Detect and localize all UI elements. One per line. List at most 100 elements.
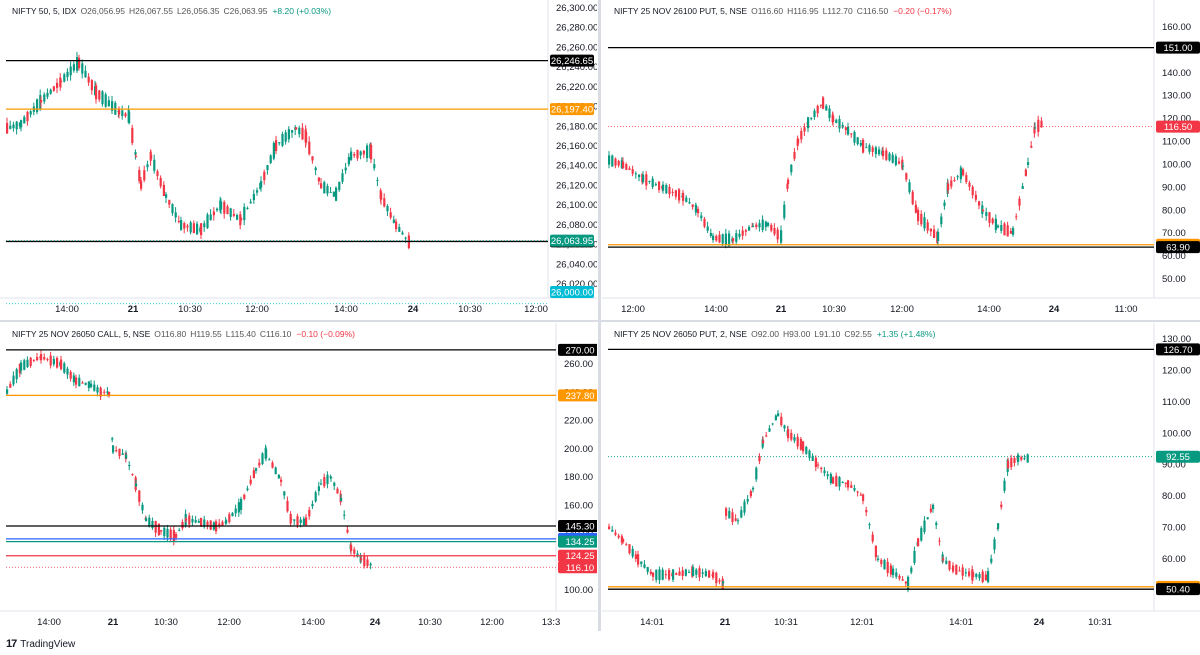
- candle-body: [700, 215, 703, 219]
- candle-body: [640, 561, 643, 565]
- last-price-badge: [550, 234, 594, 247]
- candle-body: [333, 482, 336, 486]
- candle-body: [302, 518, 305, 525]
- symbol-title[interactable]: NIFTY 25 NOV 26100 PUT, 5, NSE: [614, 6, 748, 16]
- chart-panel-26050-put[interactable]: 130.00 120.00 110.00 100.00 90.00 80.00 70.00 6…: [602, 323, 1200, 631]
- candle-body: [614, 532, 617, 535]
- candle-body: [370, 144, 373, 160]
- candle-body: [151, 520, 154, 528]
- candle-body: [298, 127, 301, 135]
- candle-body: [240, 498, 243, 510]
- candle-body: [168, 200, 171, 205]
- candle-body: [665, 185, 668, 194]
- tradingview-logo[interactable]: 17 TradingView: [6, 638, 75, 650]
- candle-body: [871, 534, 874, 542]
- candle-body: [150, 154, 153, 160]
- candle-body: [802, 441, 805, 452]
- candle-body: [200, 223, 203, 236]
- symbol-title[interactable]: NIFTY 25 NOV 26050 CALL, 5, NSE: [12, 329, 151, 339]
- candle-body: [838, 477, 841, 487]
- last-price-label: 26,063.95: [551, 236, 593, 247]
- candle-body: [712, 235, 715, 240]
- candle-body: [283, 491, 286, 496]
- candle-body: [877, 558, 880, 560]
- candle-body: [320, 483, 323, 485]
- price-axis-tick: 70.00: [1162, 523, 1186, 534]
- candle-body: [672, 569, 675, 580]
- price-axis-tick: 50.00: [1162, 274, 1186, 285]
- candle-body: [675, 573, 678, 576]
- chart-panel-nifty50[interactable]: 26,300.00 26,280.00 26,260.00 26,240.00 26,2…: [0, 0, 597, 319]
- candle-body: [6, 122, 9, 134]
- chart-canvas[interactable]: 26,300.0026,280.0026,260.0026,240.0026,2…: [0, 0, 597, 319]
- candle-body: [776, 229, 779, 240]
- candle-body: [236, 214, 239, 220]
- candle-body: [135, 483, 138, 486]
- candle-body: [197, 521, 200, 523]
- candle-body: [93, 384, 96, 391]
- candle-body: [871, 147, 874, 152]
- chart-canvas[interactable]: 260.00240.00220.00200.00180.00160.00140.…: [0, 323, 597, 631]
- candle-body: [1015, 216, 1018, 218]
- candle-body: [728, 510, 731, 519]
- candle-body: [695, 569, 698, 575]
- candle-body: [958, 570, 961, 572]
- candle-body: [87, 381, 90, 388]
- candle-body: [826, 474, 829, 477]
- candle-body: [913, 550, 916, 564]
- candle-body: [749, 491, 752, 497]
- candle-body: [223, 202, 226, 214]
- price-level-label: 134.25: [565, 537, 594, 548]
- time-axis-tick: 14:00: [334, 304, 358, 315]
- candle-body: [862, 494, 865, 501]
- candle-body: [212, 211, 215, 216]
- candle-body: [902, 165, 905, 167]
- candle-body: [625, 544, 628, 546]
- candle-body: [752, 225, 755, 227]
- chart-legend: NIFTY 25 NOV 26050 PUT, 2, NSE O92.00 H9…: [614, 329, 935, 339]
- candle-body: [825, 105, 828, 111]
- time-axis-tick: 14:00: [37, 617, 61, 628]
- candle-body: [859, 143, 862, 146]
- low-value: L26,056.35: [176, 6, 220, 16]
- time-axis-tick: 10:30: [458, 304, 482, 315]
- price-level-badge: [558, 389, 597, 402]
- candle-body: [326, 474, 329, 484]
- panel-divider-horizontal[interactable]: [0, 320, 1200, 322]
- candle-body: [698, 568, 701, 578]
- candle-body: [808, 450, 811, 459]
- chart-panel-26050-call[interactable]: 260.00240.00220.00200.00180.00160.00140.…: [0, 323, 597, 631]
- candle-body: [835, 119, 838, 123]
- candle-body: [272, 142, 275, 159]
- candle-body: [991, 218, 994, 224]
- symbol-title[interactable]: NIFTY 50, 5, IDX: [12, 6, 77, 16]
- chart-panel-26100-put[interactable]: 160.00150.00140.00130.00120.00110.00100.…: [602, 0, 1200, 319]
- chart-canvas[interactable]: 160.00150.00140.00130.00120.00110.00100.…: [602, 0, 1200, 319]
- candle-body: [108, 391, 111, 396]
- candle-body: [883, 559, 886, 570]
- candle-body: [389, 212, 392, 218]
- candle-body: [811, 455, 814, 461]
- candle-body: [985, 212, 988, 217]
- symbol-title[interactable]: NIFTY 25 NOV 26050 PUT, 2, NSE: [614, 329, 748, 339]
- candle-body: [323, 477, 326, 487]
- price-axis-tick: 26,080.00: [556, 220, 597, 231]
- candle-body: [793, 151, 796, 159]
- panel-divider-vertical[interactable]: [598, 0, 601, 631]
- time-axis-tick: 12:00: [480, 617, 504, 628]
- candle-body: [189, 222, 192, 233]
- chart-canvas[interactable]: 130.00 120.00 110.00 100.00 90.00 80.00 70.00 6…: [602, 323, 1200, 631]
- price-axis-tick: 80.00: [1162, 205, 1186, 216]
- candle-body: [735, 233, 738, 242]
- candle-body: [868, 524, 871, 526]
- candle-body: [96, 387, 99, 393]
- candle-body: [90, 80, 93, 91]
- candle-body: [678, 571, 681, 576]
- candle-body: [800, 131, 803, 140]
- candle-body: [121, 110, 124, 117]
- time-axis-tick: 21: [108, 617, 119, 628]
- candle-body: [718, 234, 721, 243]
- candle-body: [125, 454, 128, 459]
- candle-body: [148, 517, 151, 527]
- time-axis-tick: 12:00: [621, 304, 645, 315]
